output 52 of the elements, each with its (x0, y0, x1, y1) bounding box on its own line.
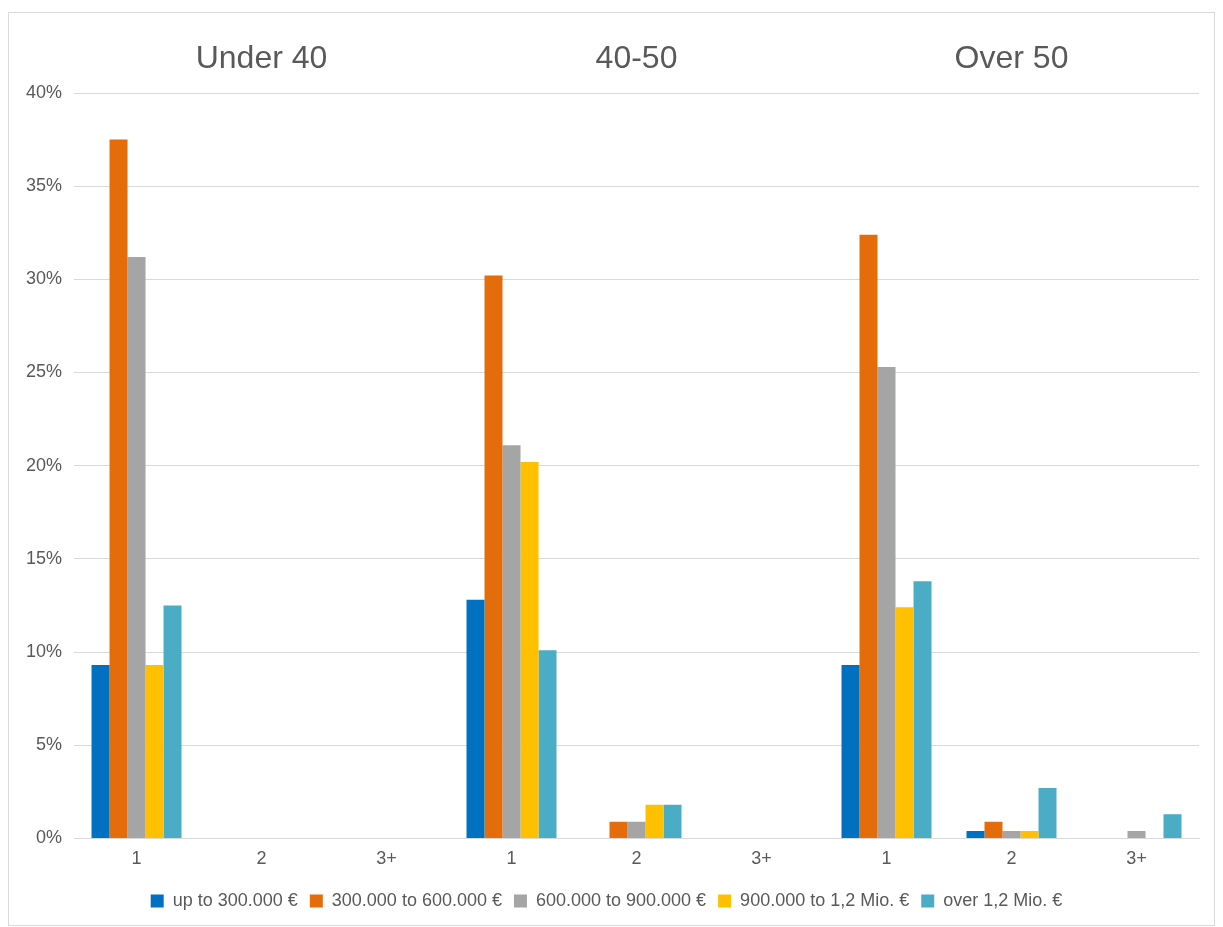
bar (1020, 830, 1039, 838)
text: Over 50 (954, 38, 1069, 75)
bar (109, 139, 128, 838)
x-tick-label: 2 (256, 848, 267, 869)
bar (145, 665, 164, 838)
bar (502, 445, 521, 838)
x-tick-label: 2 (1006, 848, 1017, 869)
x-tick-label: 1 (131, 848, 142, 869)
bar (520, 461, 539, 838)
legend-label: 900.000 to 1,2 Mio. € (740, 889, 910, 910)
x-tick-label: 1 (506, 848, 517, 869)
bar (538, 650, 557, 838)
legend-label: 600.000 to 900.000 € (535, 889, 707, 910)
bar (484, 275, 503, 838)
x-tick-label: 1 (881, 848, 892, 869)
y-tick-label: 10% (26, 641, 63, 662)
bar (895, 607, 914, 838)
x-tick-label: 3+ (1126, 848, 1147, 869)
y-tick-label: 5% (36, 734, 63, 755)
bar (627, 821, 646, 838)
bar (645, 804, 664, 838)
x-tick-label: 3+ (376, 848, 397, 869)
x-tick-label: 3+ (751, 848, 772, 869)
bar (1163, 814, 1182, 838)
y-tick-label: 30% (26, 268, 63, 289)
bar (984, 821, 1003, 838)
bar (841, 665, 860, 838)
bar (1002, 830, 1021, 838)
y-tick-label: 25% (26, 361, 63, 382)
bar (877, 366, 896, 838)
legend-label: 300.000 to 600.000 € (331, 889, 502, 910)
y-tick-label: 35% (26, 175, 63, 196)
bar (1127, 830, 1146, 838)
bar (609, 821, 628, 838)
y-tick-label: 40% (26, 81, 63, 102)
legend-label: over 1,2 Mio. € (943, 889, 1063, 910)
x-tick-label: 2 (631, 848, 642, 869)
bar (663, 804, 682, 838)
legend-label: up to 300.000 € (172, 889, 298, 910)
y-tick-label: 0% (36, 827, 63, 848)
bar (1038, 788, 1057, 838)
bar (913, 581, 932, 838)
bar (466, 599, 485, 838)
bar (91, 665, 110, 838)
bar (859, 234, 878, 838)
y-tick-label: 15% (26, 547, 63, 568)
text: 40-50 (595, 38, 678, 75)
bar (127, 256, 146, 838)
y-tick-label: 20% (26, 454, 63, 475)
text: Under 40 (195, 38, 328, 75)
bar (966, 830, 985, 838)
bar (163, 605, 182, 838)
